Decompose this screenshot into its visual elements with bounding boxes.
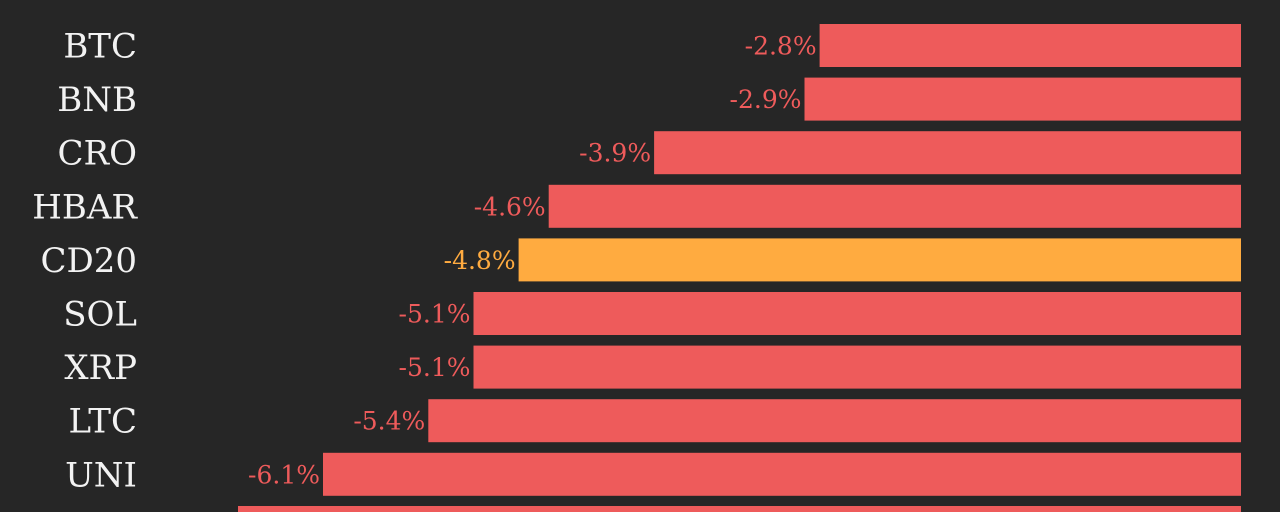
bar-uni — [323, 452, 1241, 496]
partial-next-bar — [238, 506, 1241, 512]
value-label-cro: -3.9% — [579, 139, 651, 168]
bar-bnb — [804, 77, 1241, 121]
value-label-hbar: -4.6% — [474, 192, 546, 221]
category-label-sol: SOL — [63, 295, 137, 335]
category-label-xrp: XRP — [64, 348, 137, 388]
value-label-xrp: -5.1% — [399, 353, 471, 382]
category-labels-group: BTC BNB CRO HBAR CD20 SOL XRP LTC UNI — [32, 27, 138, 496]
category-label-ltc: LTC — [69, 402, 138, 442]
category-label-cro: CRO — [58, 134, 138, 174]
bar-sol — [473, 292, 1241, 335]
value-label-bnb: -2.9% — [730, 85, 802, 114]
bar-cro — [654, 131, 1241, 175]
bar-ltc — [428, 399, 1241, 443]
value-label-ltc: -5.4% — [353, 407, 425, 436]
category-label-hbar: HBAR — [32, 187, 138, 227]
category-label-uni: UNI — [65, 455, 137, 495]
bar-cd20 — [518, 238, 1241, 282]
value-label-btc: -2.8% — [745, 32, 817, 61]
value-labels-group: -2.8% -2.9% -3.9% -4.6% -4.8% -5.1% -5.1% -5.4%… — [248, 32, 817, 490]
category-label-bnb: BNB — [57, 80, 137, 120]
bar-xrp — [473, 345, 1241, 389]
bars-group — [323, 24, 1241, 496]
value-label-sol: -5.1% — [399, 300, 471, 329]
bar-btc — [819, 24, 1241, 67]
value-label-uni: -6.1% — [248, 460, 320, 489]
bar-hbar — [548, 184, 1241, 228]
category-label-cd20: CD20 — [40, 241, 137, 281]
category-label-btc: BTC — [63, 27, 137, 67]
value-label-cd20: -4.8% — [444, 246, 516, 275]
